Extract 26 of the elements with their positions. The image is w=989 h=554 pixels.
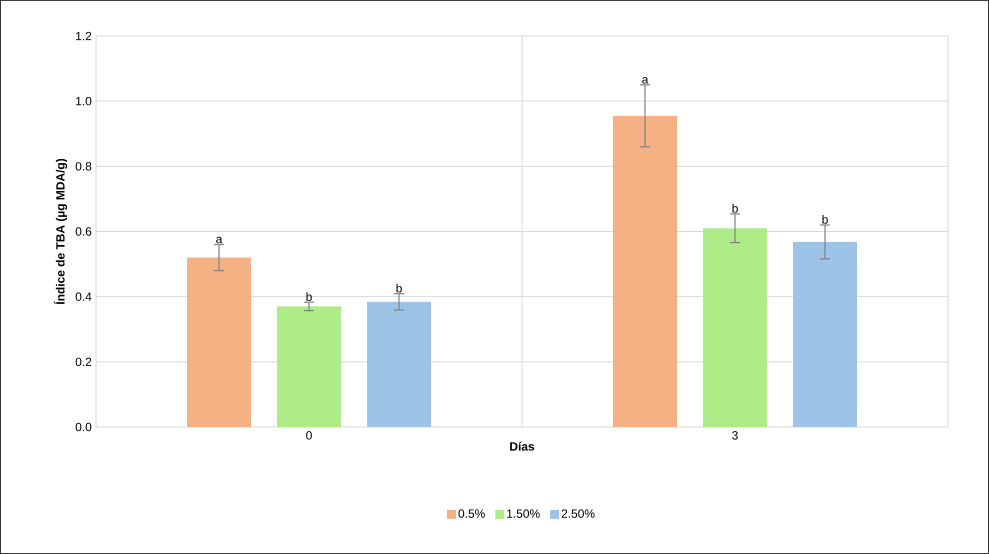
data-label: a xyxy=(642,77,648,84)
legend-label: 2.50% xyxy=(562,509,595,518)
bar xyxy=(793,242,858,427)
y-tick-label: 0.8 xyxy=(76,162,92,171)
y-tick-label: 0.0 xyxy=(76,422,92,432)
data-label: b xyxy=(822,214,828,224)
bar xyxy=(277,306,342,427)
y-tick-label: 1.2 xyxy=(76,32,92,40)
y-tick-label: 1.0 xyxy=(76,96,92,106)
bar xyxy=(613,116,678,427)
x-tick-label: 3 xyxy=(732,431,738,440)
data-label: a xyxy=(216,236,222,244)
y-tick-label: 0.2 xyxy=(76,358,92,366)
legend-label: 0.5% xyxy=(458,509,485,518)
bar xyxy=(367,302,432,427)
y-tick-label: 0.6 xyxy=(76,227,92,236)
y-tick-label: 0.4 xyxy=(76,292,92,301)
data-label: b xyxy=(396,284,402,293)
bar xyxy=(187,258,252,427)
x-axis-title: Días xyxy=(510,442,534,451)
data-label: b xyxy=(306,292,312,301)
x-tick-label: 0 xyxy=(306,431,312,440)
data-label: b xyxy=(732,204,738,213)
y-axis-title: Índice de TBA (µg MDA/g) xyxy=(54,158,68,304)
bar xyxy=(703,228,768,427)
legend-label: 1.50% xyxy=(507,509,540,518)
